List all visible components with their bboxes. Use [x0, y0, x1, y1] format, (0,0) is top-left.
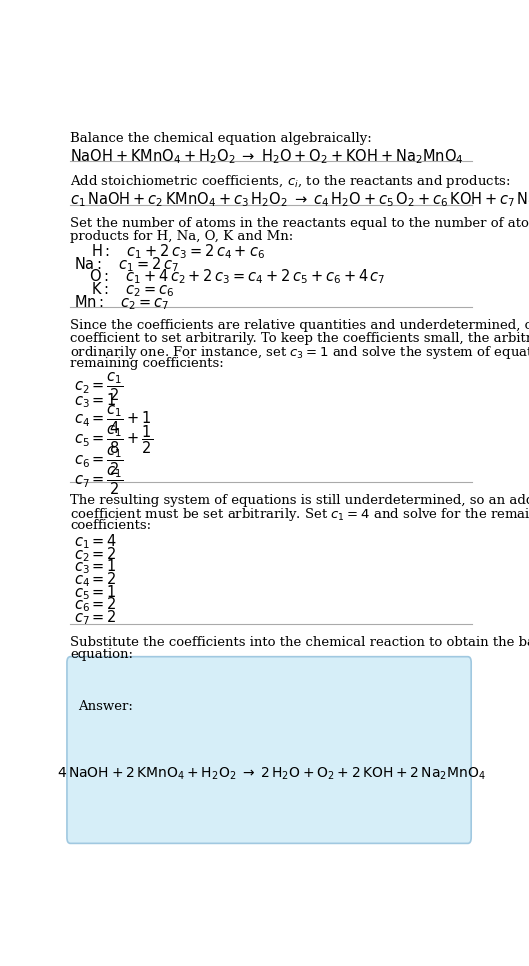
Text: $c_5 = 1$: $c_5 = 1$	[74, 583, 117, 602]
Text: Set the number of atoms in the reactants equal to the number of atoms in the: Set the number of atoms in the reactants…	[70, 217, 529, 230]
Text: $c_4 = \dfrac{c_1}{4} + 1$: $c_4 = \dfrac{c_1}{4} + 1$	[74, 404, 152, 436]
Text: $\mathrm{H:}\quad c_1 + 2\,c_3 = 2\,c_4 + c_6$: $\mathrm{H:}\quad c_1 + 2\,c_3 = 2\,c_4 …	[91, 242, 264, 261]
Text: $\mathrm{K:}\quad c_2 = c_6$: $\mathrm{K:}\quad c_2 = c_6$	[91, 280, 174, 299]
Text: coefficient to set arbitrarily. To keep the coefficients small, the arbitrary va: coefficient to set arbitrarily. To keep …	[70, 331, 529, 345]
Text: $c_6 = 2$: $c_6 = 2$	[74, 596, 117, 614]
Text: $c_2 = 2$: $c_2 = 2$	[74, 545, 117, 564]
Text: equation:: equation:	[70, 648, 133, 662]
Text: Add stoichiometric coefficients, $c_i$, to the reactants and products:: Add stoichiometric coefficients, $c_i$, …	[70, 173, 510, 190]
Text: $c_6 = \dfrac{c_1}{2}$: $c_6 = \dfrac{c_1}{2}$	[74, 444, 124, 477]
Text: $c_1\,\mathrm{NaOH} + c_2\,\mathrm{KMnO_4} + c_3\,\mathrm{H_2O_2} \;\rightarrow\: $c_1\,\mathrm{NaOH} + c_2\,\mathrm{KMnO_…	[70, 190, 529, 209]
Text: $\mathrm{Na:}\quad c_1 = 2\,c_7$: $\mathrm{Na:}\quad c_1 = 2\,c_7$	[74, 255, 179, 273]
Text: $c_7 = \dfrac{c_1}{2}$: $c_7 = \dfrac{c_1}{2}$	[74, 465, 124, 497]
Text: coefficient must be set arbitrarily. Set $c_1 = 4$ and solve for the remaining: coefficient must be set arbitrarily. Set…	[70, 506, 529, 524]
Text: $\mathrm{NaOH} + \mathrm{KMnO_4} + \mathrm{H_2O_2} \;\rightarrow\; \mathrm{H_2O}: $\mathrm{NaOH} + \mathrm{KMnO_4} + \math…	[70, 147, 464, 166]
FancyBboxPatch shape	[67, 657, 471, 843]
Text: $c_4 = 2$: $c_4 = 2$	[74, 570, 117, 589]
Text: $c_2 = \dfrac{c_1}{2}$: $c_2 = \dfrac{c_1}{2}$	[74, 370, 124, 403]
Text: remaining coefficients:: remaining coefficients:	[70, 356, 224, 370]
Text: ordinarily one. For instance, set $c_3 = 1$ and solve the system of equations fo: ordinarily one. For instance, set $c_3 =…	[70, 344, 529, 361]
Text: Balance the chemical equation algebraically:: Balance the chemical equation algebraica…	[70, 132, 372, 145]
Text: $\mathrm{O:}\quad c_1 + 4\,c_2 + 2\,c_3 = c_4 + 2\,c_5 + c_6 + 4\,c_7$: $\mathrm{O:}\quad c_1 + 4\,c_2 + 2\,c_3 …	[89, 268, 385, 286]
Text: Substitute the coefficients into the chemical reaction to obtain the balanced: Substitute the coefficients into the che…	[70, 636, 529, 649]
Text: The resulting system of equations is still underdetermined, so an additional: The resulting system of equations is sti…	[70, 494, 529, 507]
Text: $c_1 = 4$: $c_1 = 4$	[74, 532, 117, 552]
Text: $c_7 = 2$: $c_7 = 2$	[74, 609, 117, 627]
Text: $c_5 = \dfrac{c_1}{8} + \dfrac{1}{2}$: $c_5 = \dfrac{c_1}{8} + \dfrac{1}{2}$	[74, 424, 153, 456]
Text: $\mathrm{Mn:}\quad c_2 = c_7$: $\mathrm{Mn:}\quad c_2 = c_7$	[74, 293, 170, 312]
Text: $c_3 = 1$: $c_3 = 1$	[74, 391, 117, 410]
Text: products for H, Na, O, K and Mn:: products for H, Na, O, K and Mn:	[70, 230, 294, 242]
Text: $4\,\mathrm{NaOH} + 2\,\mathrm{KMnO_4} + \mathrm{H_2O_2} \;\rightarrow\; 2\,\mat: $4\,\mathrm{NaOH} + 2\,\mathrm{KMnO_4} +…	[57, 766, 486, 782]
Text: Answer:: Answer:	[78, 699, 133, 713]
Text: coefficients:: coefficients:	[70, 519, 151, 532]
Text: $c_3 = 1$: $c_3 = 1$	[74, 557, 117, 577]
Text: Since the coefficients are relative quantities and underdetermined, choose a: Since the coefficients are relative quan…	[70, 319, 529, 332]
